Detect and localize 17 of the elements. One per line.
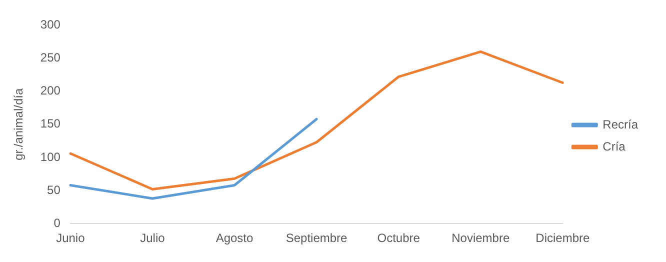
y-axis-title: gr./animal/día bbox=[12, 88, 26, 160]
x-tick-label: Diciembre bbox=[536, 231, 590, 246]
x-tick-label: Octubre bbox=[377, 231, 420, 246]
y-tick-label: 200 bbox=[40, 84, 61, 98]
y-tick-label: 250 bbox=[40, 50, 61, 65]
x-tick-label: Septiembre bbox=[286, 231, 348, 246]
y-tick-label: 50 bbox=[47, 182, 61, 197]
x-tick-label: Junio bbox=[56, 231, 86, 246]
y-tick-label: 150 bbox=[40, 116, 61, 131]
x-tick-label: Agosto bbox=[216, 231, 254, 246]
y-tick-label: 100 bbox=[40, 150, 61, 164]
x-tick-label: Julio bbox=[140, 231, 166, 246]
legend-label: Recría bbox=[602, 117, 638, 132]
y-tick-label: 0 bbox=[54, 216, 61, 230]
x-tick-label: Noviembre bbox=[452, 231, 510, 246]
legend-label: Cría bbox=[602, 139, 626, 154]
y-tick-label: 300 bbox=[40, 18, 61, 32]
